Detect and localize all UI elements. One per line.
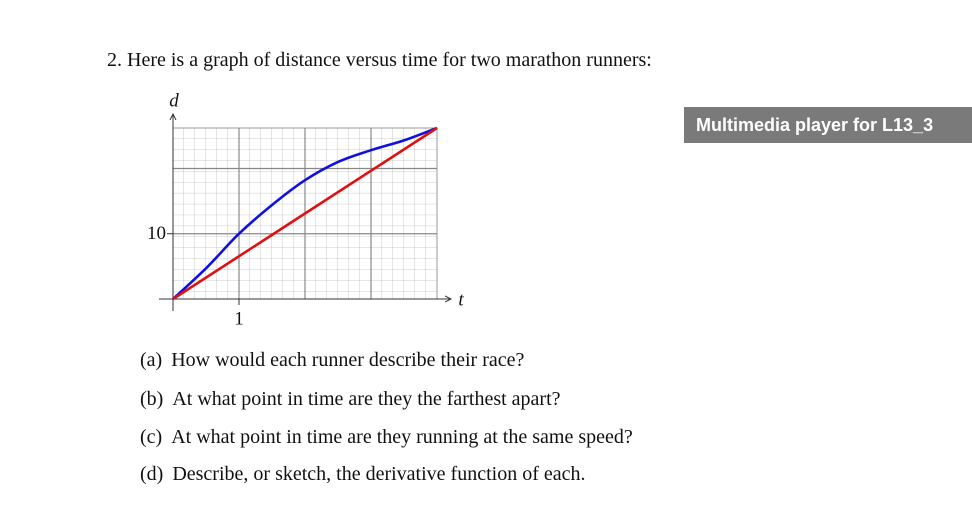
part: (d) Describe, or sketch, the derivative f…: [140, 463, 586, 486]
y-tick-label: 10: [147, 223, 166, 244]
runner-curve: [172, 126, 438, 301]
part: (b) At what point in time are they the fa…: [140, 388, 561, 411]
part-text: At what point in time are they running a…: [171, 426, 633, 448]
part: (c) At what point in time are they runnin…: [140, 426, 633, 449]
y-axis-label: d: [169, 90, 179, 111]
part-label: (b): [140, 388, 164, 410]
question-text: Here is a graph of distance versus time …: [127, 49, 652, 71]
question: 2. Here is a graph of distance versus ti…: [107, 49, 652, 72]
part-text: Describe, or sketch, the derivative func…: [172, 463, 586, 485]
part-label: (a): [140, 349, 163, 371]
part-text: How would each runner describe their rac…: [171, 349, 525, 371]
part-text: At what point in time are they the farth…: [172, 388, 561, 410]
part: (a) How would each runner describe their …: [140, 349, 524, 372]
x-tick-label: 1: [234, 308, 244, 329]
part-label: (d): [140, 463, 164, 485]
graph: t d 1 10: [147, 90, 464, 329]
x-axis-label: t: [458, 289, 464, 310]
part-label: (c): [140, 426, 163, 448]
question-number: 2.: [107, 49, 122, 71]
plot: [172, 126, 438, 301]
runner-curve: [172, 126, 438, 300]
media-player[interactable]: Multimedia player for L13_3: [684, 107, 972, 143]
axes: t d 1 10: [147, 90, 464, 329]
